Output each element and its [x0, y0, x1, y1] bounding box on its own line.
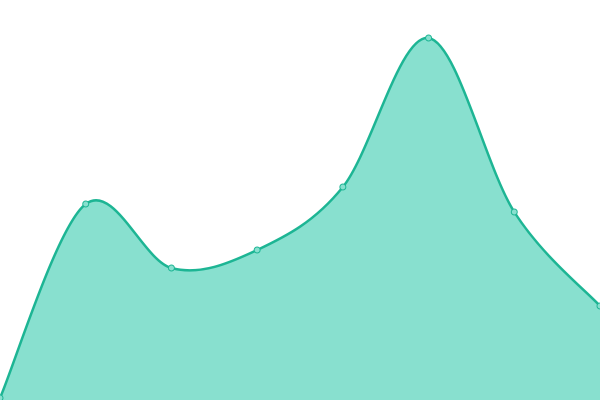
area-fill [0, 37, 600, 400]
data-point [0, 394, 4, 400]
data-point [82, 200, 90, 208]
data-point [167, 264, 175, 272]
data-point [253, 246, 261, 254]
data-point [596, 302, 600, 310]
data-point [425, 34, 433, 42]
data-point [510, 208, 518, 216]
data-point [339, 183, 347, 191]
